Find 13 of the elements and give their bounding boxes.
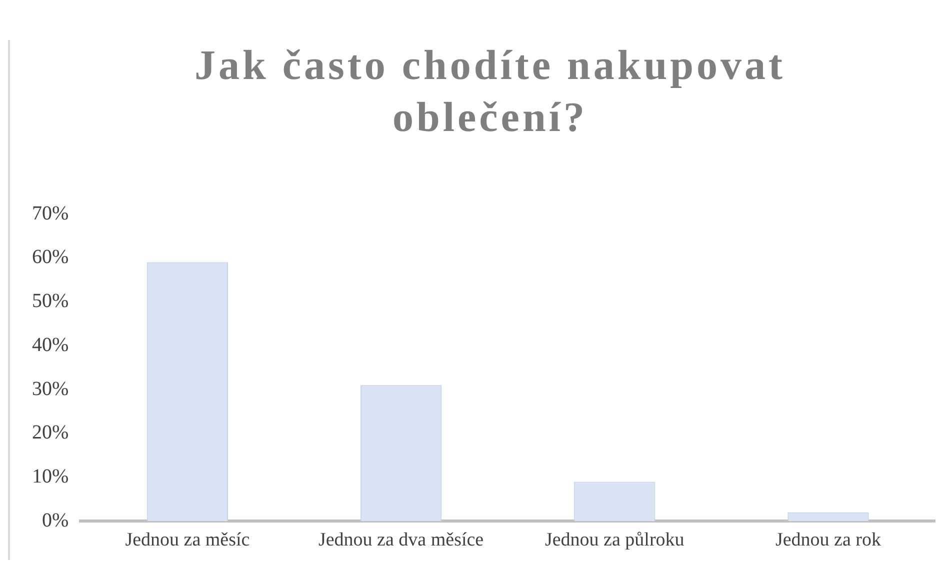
y-tick-label: 0% <box>42 509 69 532</box>
y-tick-label: 40% <box>32 334 69 356</box>
y-tick-label: 30% <box>32 378 69 400</box>
y-tick-label: 10% <box>32 466 69 488</box>
x-tick-label: Jednou za rok <box>775 530 882 551</box>
y-tick-label: 50% <box>32 290 69 312</box>
chart-title: Jak často chodíte nakupovat oblečení? <box>194 42 786 143</box>
x-tick-label: Jednou za půlroku <box>544 530 685 551</box>
y-tick-label: 20% <box>32 422 69 444</box>
y-tick-label: 70% <box>32 202 69 224</box>
x-tick-label: Jednou za dva měsíce <box>318 530 484 551</box>
x-tick-label: Jednou za měsíc <box>125 530 250 551</box>
y-tick-label: 60% <box>32 246 69 268</box>
